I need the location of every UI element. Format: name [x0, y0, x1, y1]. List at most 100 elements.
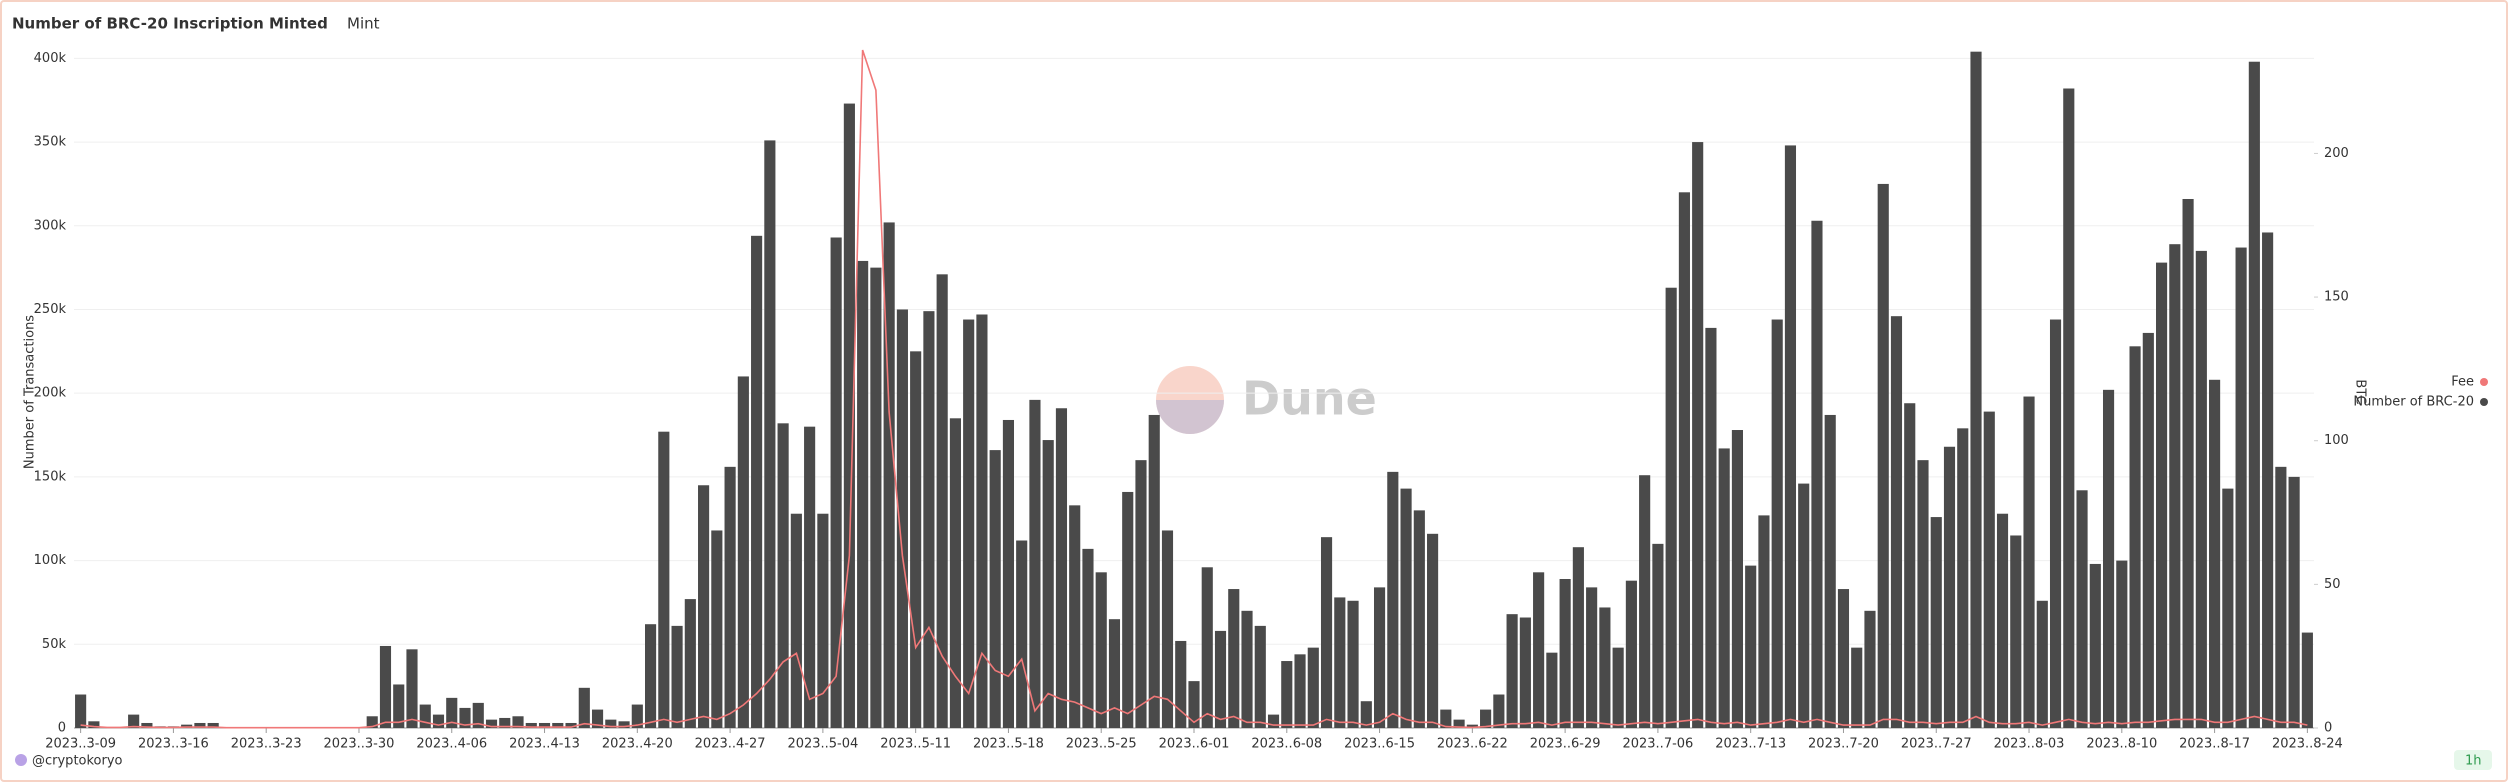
- x-tick-label: 2023..4-27: [695, 737, 766, 752]
- bar: [1480, 709, 1492, 728]
- x-tick-label: 2023..3-09: [45, 737, 116, 752]
- author[interactable]: @cryptokoryo: [32, 754, 123, 769]
- x-tick-label: 2023..6-01: [1159, 737, 1230, 752]
- y2-tick-label: 50: [2324, 577, 2341, 592]
- y2-axis-title: BTC: [2353, 379, 2368, 404]
- refresh: 1h: [2465, 754, 2482, 769]
- x-tick-label: 2023..4-13: [509, 737, 580, 752]
- bar: [1970, 51, 1982, 728]
- bar: [432, 714, 445, 728]
- legend-label: Fee: [2451, 375, 2474, 390]
- bar: [393, 684, 405, 728]
- bar: [1148, 414, 1160, 728]
- bar: [1214, 630, 1227, 728]
- bar: [1586, 587, 1598, 728]
- bar: [2275, 466, 2287, 728]
- x-tick-label: 2023..6-15: [1344, 737, 1415, 752]
- bar: [1082, 548, 1094, 728]
- bar: [1002, 419, 1015, 728]
- bar: [1943, 446, 1956, 728]
- bar: [1625, 580, 1637, 728]
- x-tick-label: 2023..7-06: [1622, 737, 1693, 752]
- bar: [1731, 430, 1743, 728]
- author-icon: [15, 754, 27, 766]
- bar: [1413, 510, 1425, 728]
- bar: [2209, 379, 2221, 728]
- bar: [1917, 460, 1929, 728]
- bar: [1665, 287, 1677, 728]
- bar: [1294, 654, 1306, 728]
- bar: [75, 694, 87, 728]
- bar: [777, 423, 789, 728]
- bar: [2262, 232, 2274, 729]
- bar: [2010, 535, 2022, 728]
- bar: [671, 625, 683, 728]
- bar: [1771, 319, 1783, 728]
- bar: [1440, 709, 1452, 728]
- bar: [565, 722, 577, 728]
- bar: [1784, 145, 1797, 728]
- bar: [1811, 220, 1823, 728]
- tab[interactable]: Mint: [347, 15, 380, 33]
- y2-tick-label: 200: [2324, 146, 2349, 161]
- bar: [1877, 183, 1889, 729]
- x-tick-label: 2023..6-29: [1530, 737, 1601, 752]
- y-tick-label: 250k: [34, 302, 67, 317]
- bar: [1347, 600, 1359, 728]
- bar: [1466, 724, 1478, 728]
- bar: [88, 721, 100, 728]
- bar: [2063, 88, 2075, 728]
- bar: [485, 719, 498, 728]
- bar: [631, 704, 643, 728]
- bar: [1108, 619, 1121, 728]
- bar: [2142, 332, 2154, 728]
- bar: [989, 450, 1001, 728]
- y2-tick-label: 0: [2324, 721, 2332, 736]
- bar: [1837, 589, 1850, 728]
- bar: [2049, 319, 2062, 728]
- bar: [698, 485, 710, 728]
- x-tick-label: 2023..7-13: [1715, 737, 1786, 752]
- bar: [764, 140, 776, 728]
- bar: [910, 351, 922, 728]
- bar: [1546, 652, 1558, 728]
- bar: [2156, 262, 2168, 728]
- bar: [459, 707, 471, 728]
- bar: [128, 714, 140, 728]
- bar: [446, 697, 458, 728]
- bar: [684, 599, 696, 728]
- bar: [1692, 142, 1704, 728]
- bar: [1612, 647, 1624, 728]
- bar: [1864, 610, 1876, 728]
- bar: [2076, 490, 2088, 728]
- bar: [1652, 543, 1664, 728]
- bar: [1904, 403, 1916, 728]
- bar: [2182, 198, 2194, 728]
- bar: [724, 466, 736, 728]
- bar: [141, 722, 153, 728]
- bar: [1161, 530, 1174, 728]
- bar: [949, 418, 961, 728]
- bar: [737, 376, 749, 728]
- refresh-badge: [2454, 750, 2492, 770]
- x-tick-label: 2023..8-17: [2179, 737, 2250, 752]
- bar: [1122, 491, 1134, 728]
- bar: [2222, 488, 2234, 728]
- x-tick-label: 2023..3-23: [231, 737, 302, 752]
- x-tick-label: 2023..3-30: [324, 737, 395, 752]
- x-tick-label: 2023..5-18: [973, 737, 1044, 752]
- y2-tick-label: 150: [2324, 290, 2349, 305]
- bar: [1533, 572, 1545, 728]
- bar: [379, 645, 392, 728]
- bar: [2195, 250, 2207, 728]
- x-tick-label: 2023..8-03: [1994, 737, 2065, 752]
- bar: [1055, 408, 1068, 728]
- bar: [1559, 579, 1571, 728]
- watermark: Dune: [1242, 372, 1377, 426]
- bar: [1188, 681, 1200, 728]
- bar: [578, 687, 590, 728]
- bar: [194, 722, 206, 728]
- bar: [883, 222, 895, 728]
- bar: [936, 274, 948, 728]
